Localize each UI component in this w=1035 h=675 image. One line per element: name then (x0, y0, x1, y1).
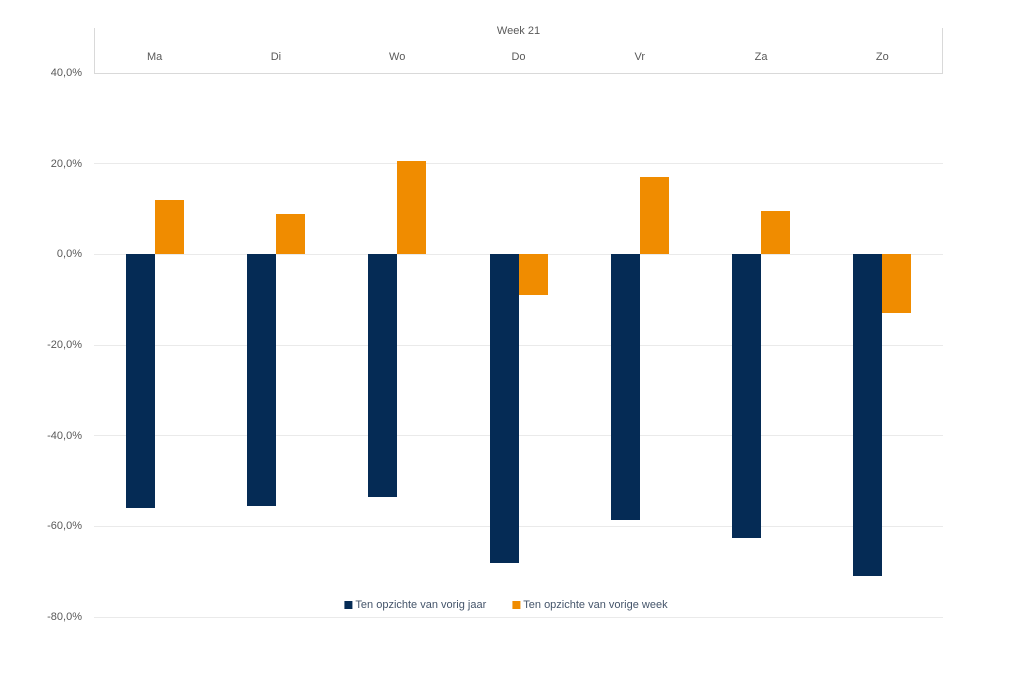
chart-title: Week 21 (496, 25, 541, 37)
bar-vorig-jaar-za[interactable] (732, 254, 762, 538)
gridline--60 (94, 525, 943, 527)
gridline--80 (94, 616, 943, 618)
category-label-vr: Vr (634, 51, 646, 63)
y-axis-tick-label: 0,0% (56, 248, 82, 261)
bar-vorige-week-do[interactable] (518, 254, 548, 296)
legend-swatch-vorige-week-icon (512, 601, 521, 609)
y-axis-tick-label: -20,0% (47, 339, 82, 351)
bar-vorige-week-di[interactable] (275, 213, 305, 255)
bar-vorige-week-zo[interactable] (882, 254, 912, 314)
gridline-20 (94, 163, 943, 165)
bar-vorige-week-za[interactable] (761, 211, 791, 255)
legend: Ten opzichte van vorig jaar Ten opzichte… (344, 599, 668, 611)
y-axis-tick-label: 40,0% (50, 67, 82, 79)
legend-swatch-vorig-jaar-icon (344, 601, 353, 609)
bar-vorig-jaar-do[interactable] (489, 254, 519, 563)
y-axis-tick-label: -60,0% (47, 520, 82, 533)
bar-vorige-week-wo[interactable] (397, 161, 427, 255)
bar-vorig-jaar-wo[interactable] (368, 254, 398, 497)
bar-vorig-jaar-ma[interactable] (125, 254, 155, 509)
gridline-40 (94, 72, 943, 74)
legend-label-vorige-week: Ten opzichte van vorige week (523, 599, 668, 611)
y-axis-tick-label: -80,0% (47, 611, 82, 623)
category-label-ma: Ma (147, 51, 163, 63)
y-axis-tick-label: -40,0% (47, 429, 82, 442)
legend-label-vorig-jaar: Ten opzichte van vorig jaar (355, 599, 487, 611)
y-axis-tick-label: 20,0% (50, 157, 82, 170)
bar-vorig-jaar-di[interactable] (246, 254, 276, 506)
gridline--40 (94, 435, 943, 437)
category-label-wo: Wo (389, 51, 406, 63)
gridline--20 (94, 344, 943, 346)
category-axis-border-right (942, 28, 943, 73)
bar-vorig-jaar-vr[interactable] (610, 254, 640, 520)
category-label-zo: Zo (875, 51, 889, 63)
category-label-do: Do (511, 51, 526, 63)
category-label-za: Za (754, 51, 768, 63)
bar-vorige-week-ma[interactable] (154, 199, 184, 255)
category-label-di: Di (270, 51, 282, 63)
bar-vorig-jaar-zo[interactable] (853, 254, 883, 577)
legend-item-vorig-jaar[interactable]: Ten opzichte van vorig jaar (344, 599, 486, 611)
legend-item-vorige-week[interactable]: Ten opzichte van vorige week (512, 599, 668, 611)
category-axis-border-left (94, 28, 95, 73)
bar-vorige-week-vr[interactable] (639, 177, 669, 255)
